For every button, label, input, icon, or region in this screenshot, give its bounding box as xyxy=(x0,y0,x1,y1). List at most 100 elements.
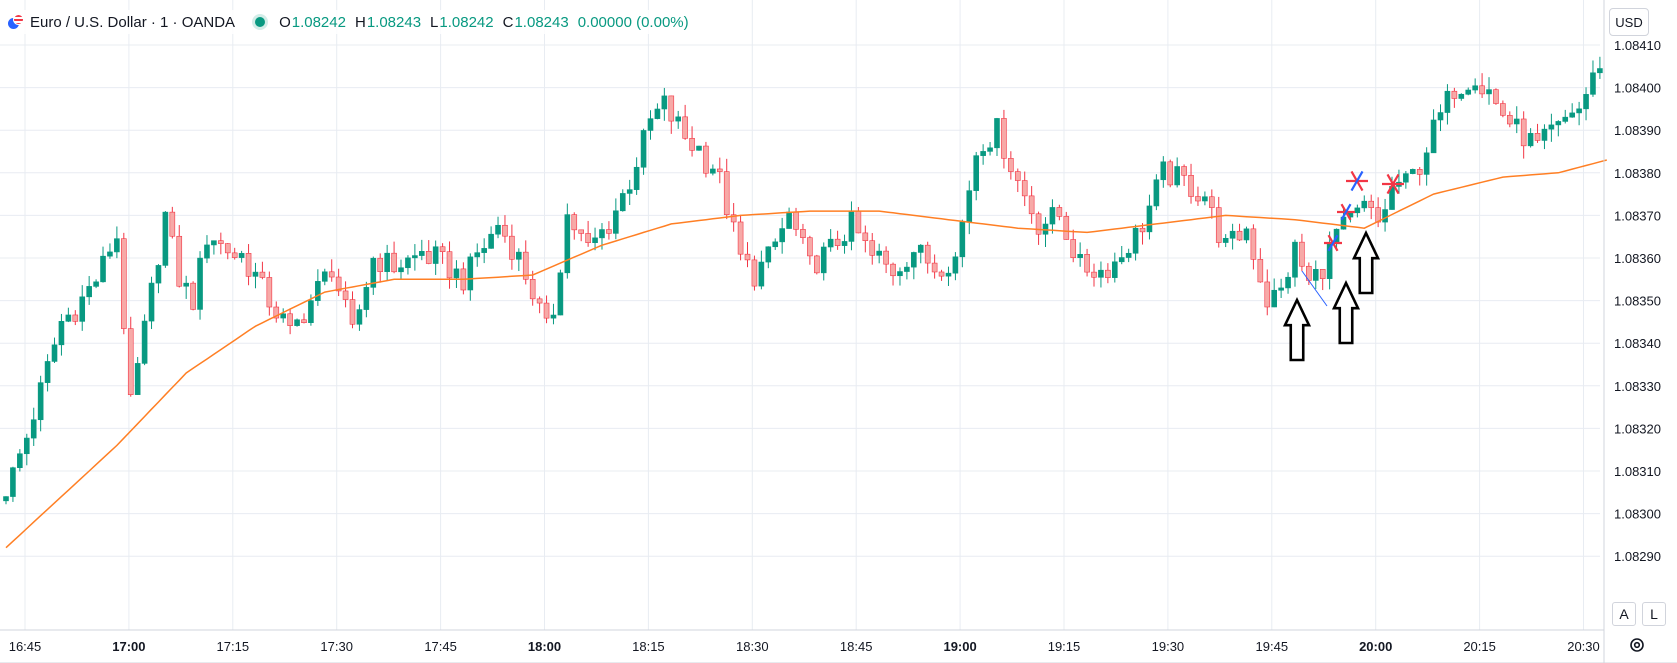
candle-body xyxy=(1222,237,1229,243)
candle-body xyxy=(197,257,203,310)
candle-body xyxy=(1583,94,1589,110)
candle-body xyxy=(793,211,799,230)
time-tick-label: 19:15 xyxy=(1048,639,1081,654)
candle-body xyxy=(550,314,557,319)
candle-body xyxy=(342,290,349,300)
candle-body xyxy=(287,313,293,326)
candle-body xyxy=(1035,213,1042,235)
candle-body xyxy=(661,95,668,110)
candle-body xyxy=(1361,200,1368,209)
price-axis[interactable]: 1.08410 1.08400 1.08390 1.08380 1.08370 1.083… xyxy=(1614,38,1661,564)
candle-body xyxy=(252,271,259,277)
candle-body xyxy=(640,130,647,168)
candle-body xyxy=(474,252,481,258)
time-tick-label: 17:00 xyxy=(112,639,145,654)
candle-body xyxy=(890,263,896,277)
price-tick-label: 1.08290 xyxy=(1614,549,1661,564)
candle-body xyxy=(10,467,16,497)
candle-body xyxy=(1188,175,1194,197)
currency-button[interactable]: USD xyxy=(1609,8,1649,36)
candle-body xyxy=(467,256,474,291)
candle-body xyxy=(280,313,287,319)
candle-body xyxy=(633,166,640,190)
price-tick-label: 1.08380 xyxy=(1614,166,1661,181)
candle-body xyxy=(904,266,910,272)
price-tick-label: 1.08330 xyxy=(1614,379,1661,394)
moving-average-line xyxy=(5,159,1607,549)
candle-body xyxy=(557,272,564,316)
star-mark-icon xyxy=(1346,170,1368,192)
candle-body xyxy=(1569,112,1575,118)
auto-scale-button[interactable]: A xyxy=(1612,602,1636,626)
candle-body xyxy=(626,189,633,194)
candle-body xyxy=(827,238,834,248)
candle-body xyxy=(1590,72,1596,95)
candle-body xyxy=(751,259,758,287)
candle-body xyxy=(114,238,120,253)
candle-body xyxy=(502,224,508,237)
time-tick-label: 20:30 xyxy=(1567,639,1600,654)
candle-body xyxy=(176,235,183,287)
price-tick-label: 1.08320 xyxy=(1614,421,1661,436)
candle-body xyxy=(1139,227,1146,233)
candle-body xyxy=(1534,133,1541,141)
gear-icon[interactable] xyxy=(1628,636,1646,654)
candle-body xyxy=(966,190,973,223)
candle-body xyxy=(952,256,959,274)
candle-body xyxy=(848,210,855,242)
candle-body xyxy=(779,228,785,243)
candle-body xyxy=(1319,269,1326,279)
candle-body xyxy=(446,251,453,279)
log-scale-button[interactable]: L xyxy=(1642,602,1666,626)
candle-body xyxy=(564,214,571,274)
candle-body xyxy=(1576,108,1582,114)
candle-body xyxy=(238,253,245,258)
candle-body xyxy=(613,210,619,234)
candle-body xyxy=(481,248,487,253)
candle-body xyxy=(509,235,515,260)
candle-body xyxy=(980,151,986,156)
candle-body xyxy=(1014,171,1021,181)
arrow-up-icon xyxy=(1331,279,1361,345)
candle-body xyxy=(744,253,751,261)
candle-body xyxy=(183,282,189,287)
arrow-up-icon xyxy=(1351,229,1381,295)
candle-body xyxy=(432,246,439,264)
candle-body xyxy=(737,221,744,255)
star-mark-icon xyxy=(1324,234,1342,252)
candle-body xyxy=(758,261,765,287)
candles xyxy=(3,56,1603,505)
symbol-title[interactable]: Euro / U.S. Dollar · 1 · OANDA xyxy=(30,13,236,31)
candle-body xyxy=(1209,196,1215,208)
candle-body xyxy=(592,237,598,244)
candle-body xyxy=(1451,90,1458,99)
candle-body xyxy=(121,238,127,329)
change-value: 0.00000 (0.00%) xyxy=(577,13,689,31)
candle-body xyxy=(294,319,300,326)
candle-body xyxy=(335,276,342,292)
candle-body xyxy=(689,138,695,151)
candle-body xyxy=(841,241,848,246)
candle-body xyxy=(855,210,862,234)
candle-body xyxy=(1028,195,1035,215)
candle-body xyxy=(356,309,363,325)
candle-body xyxy=(58,321,65,346)
candle-body xyxy=(301,319,307,323)
candle-body xyxy=(1008,158,1014,172)
candle-body xyxy=(79,296,86,322)
price-tick-label: 1.08390 xyxy=(1614,123,1661,138)
candle-body xyxy=(224,243,231,254)
market-status-icon[interactable] xyxy=(255,17,266,27)
candle-body xyxy=(495,224,501,235)
candle-body xyxy=(93,281,99,287)
candle-body xyxy=(869,240,876,256)
candle-body xyxy=(1292,241,1298,278)
candle-body xyxy=(1562,116,1569,122)
time-tick-label: 17:45 xyxy=(424,639,457,654)
candle-body xyxy=(710,168,716,174)
time-axis[interactable]: 16:45 17:00 17:15 17:30 17:45 18:00 18:15 18:30… xyxy=(9,639,1600,654)
candle-body xyxy=(585,233,591,244)
candle-body xyxy=(3,496,9,502)
